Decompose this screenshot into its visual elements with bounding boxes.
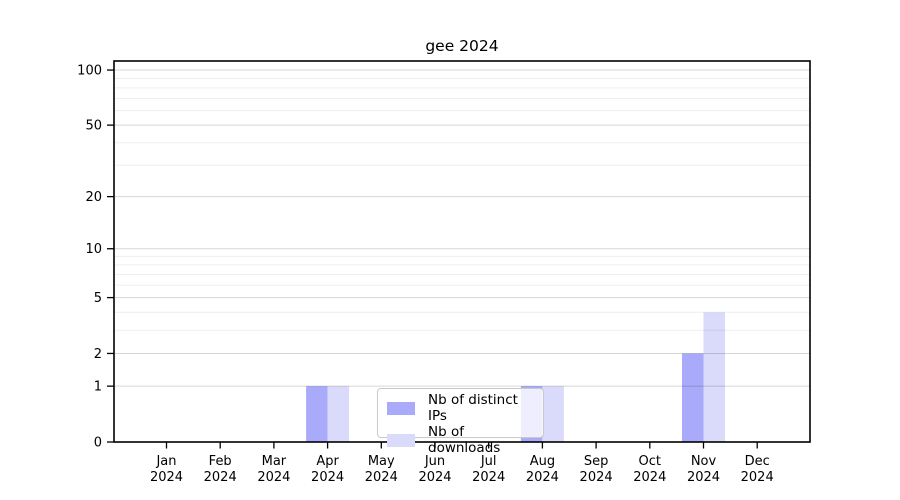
x-tick-label-month: Oct [639, 454, 661, 469]
y-tick-label: 20 [85, 190, 102, 205]
y-tick-label: 5 [94, 291, 102, 306]
legend-label-downloads: Nb of downloads [428, 424, 501, 456]
y-tick-label: 1 [94, 380, 102, 395]
bar-downloads-Aug [542, 386, 564, 442]
bar-distinct-ips-Apr [306, 386, 328, 442]
y-tick-label: 2 [94, 347, 102, 362]
x-tick-label-month: Apr [316, 454, 339, 469]
x-tick-label-year: 2024 [741, 470, 774, 485]
x-tick-label-month: Jul [480, 454, 497, 469]
x-tick-label-month: Aug [530, 454, 555, 469]
bar-distinct-ips-Nov [682, 353, 704, 442]
x-tick-label-month: Dec [745, 454, 770, 469]
y-tick-label: 100 [77, 64, 102, 79]
legend-item-distinct-ips: Nb of distinct IPs [387, 392, 534, 424]
x-tick-label-year: 2024 [633, 470, 666, 485]
bar-downloads-Nov [703, 312, 725, 442]
plot-frame [113, 60, 811, 443]
chart-title: gee 2024 [425, 37, 499, 55]
legend-swatch-distinct-ips [387, 401, 415, 415]
x-tick-label-year: 2024 [580, 470, 613, 485]
legend-item-downloads: Nb of downloads [387, 424, 534, 456]
legend-label-distinct-ips: Nb of distinct IPs [428, 392, 518, 424]
x-tick-label-year: 2024 [687, 470, 720, 485]
x-tick-label-month: Jun [424, 454, 445, 469]
x-tick-label-year: 2024 [311, 470, 344, 485]
legend: Nb of distinct IPs Nb of downloads [377, 388, 544, 456]
y-tick-label: 50 [85, 119, 102, 134]
x-tick-label-month: Jan [155, 454, 176, 469]
x-tick-label-year: 2024 [526, 470, 559, 485]
x-tick-label-year: 2024 [150, 470, 183, 485]
x-tick-label-year: 2024 [204, 470, 237, 485]
legend-swatch-downloads [387, 433, 415, 447]
x-tick-label-year: 2024 [418, 470, 451, 485]
x-tick-label-month: Nov [691, 454, 717, 469]
x-tick-label-month: Feb [209, 454, 232, 469]
x-tick-label-year: 2024 [472, 470, 505, 485]
y-tick-label: 10 [85, 242, 102, 257]
y-tick-label: 0 [94, 436, 102, 451]
x-tick-label-month: Sep [584, 454, 609, 469]
x-tick-label-month: May [368, 454, 395, 469]
x-tick-label-year: 2024 [365, 470, 398, 485]
x-tick-label-year: 2024 [257, 470, 290, 485]
x-tick-label-month: Mar [262, 454, 287, 469]
bar-downloads-Apr [327, 386, 350, 442]
